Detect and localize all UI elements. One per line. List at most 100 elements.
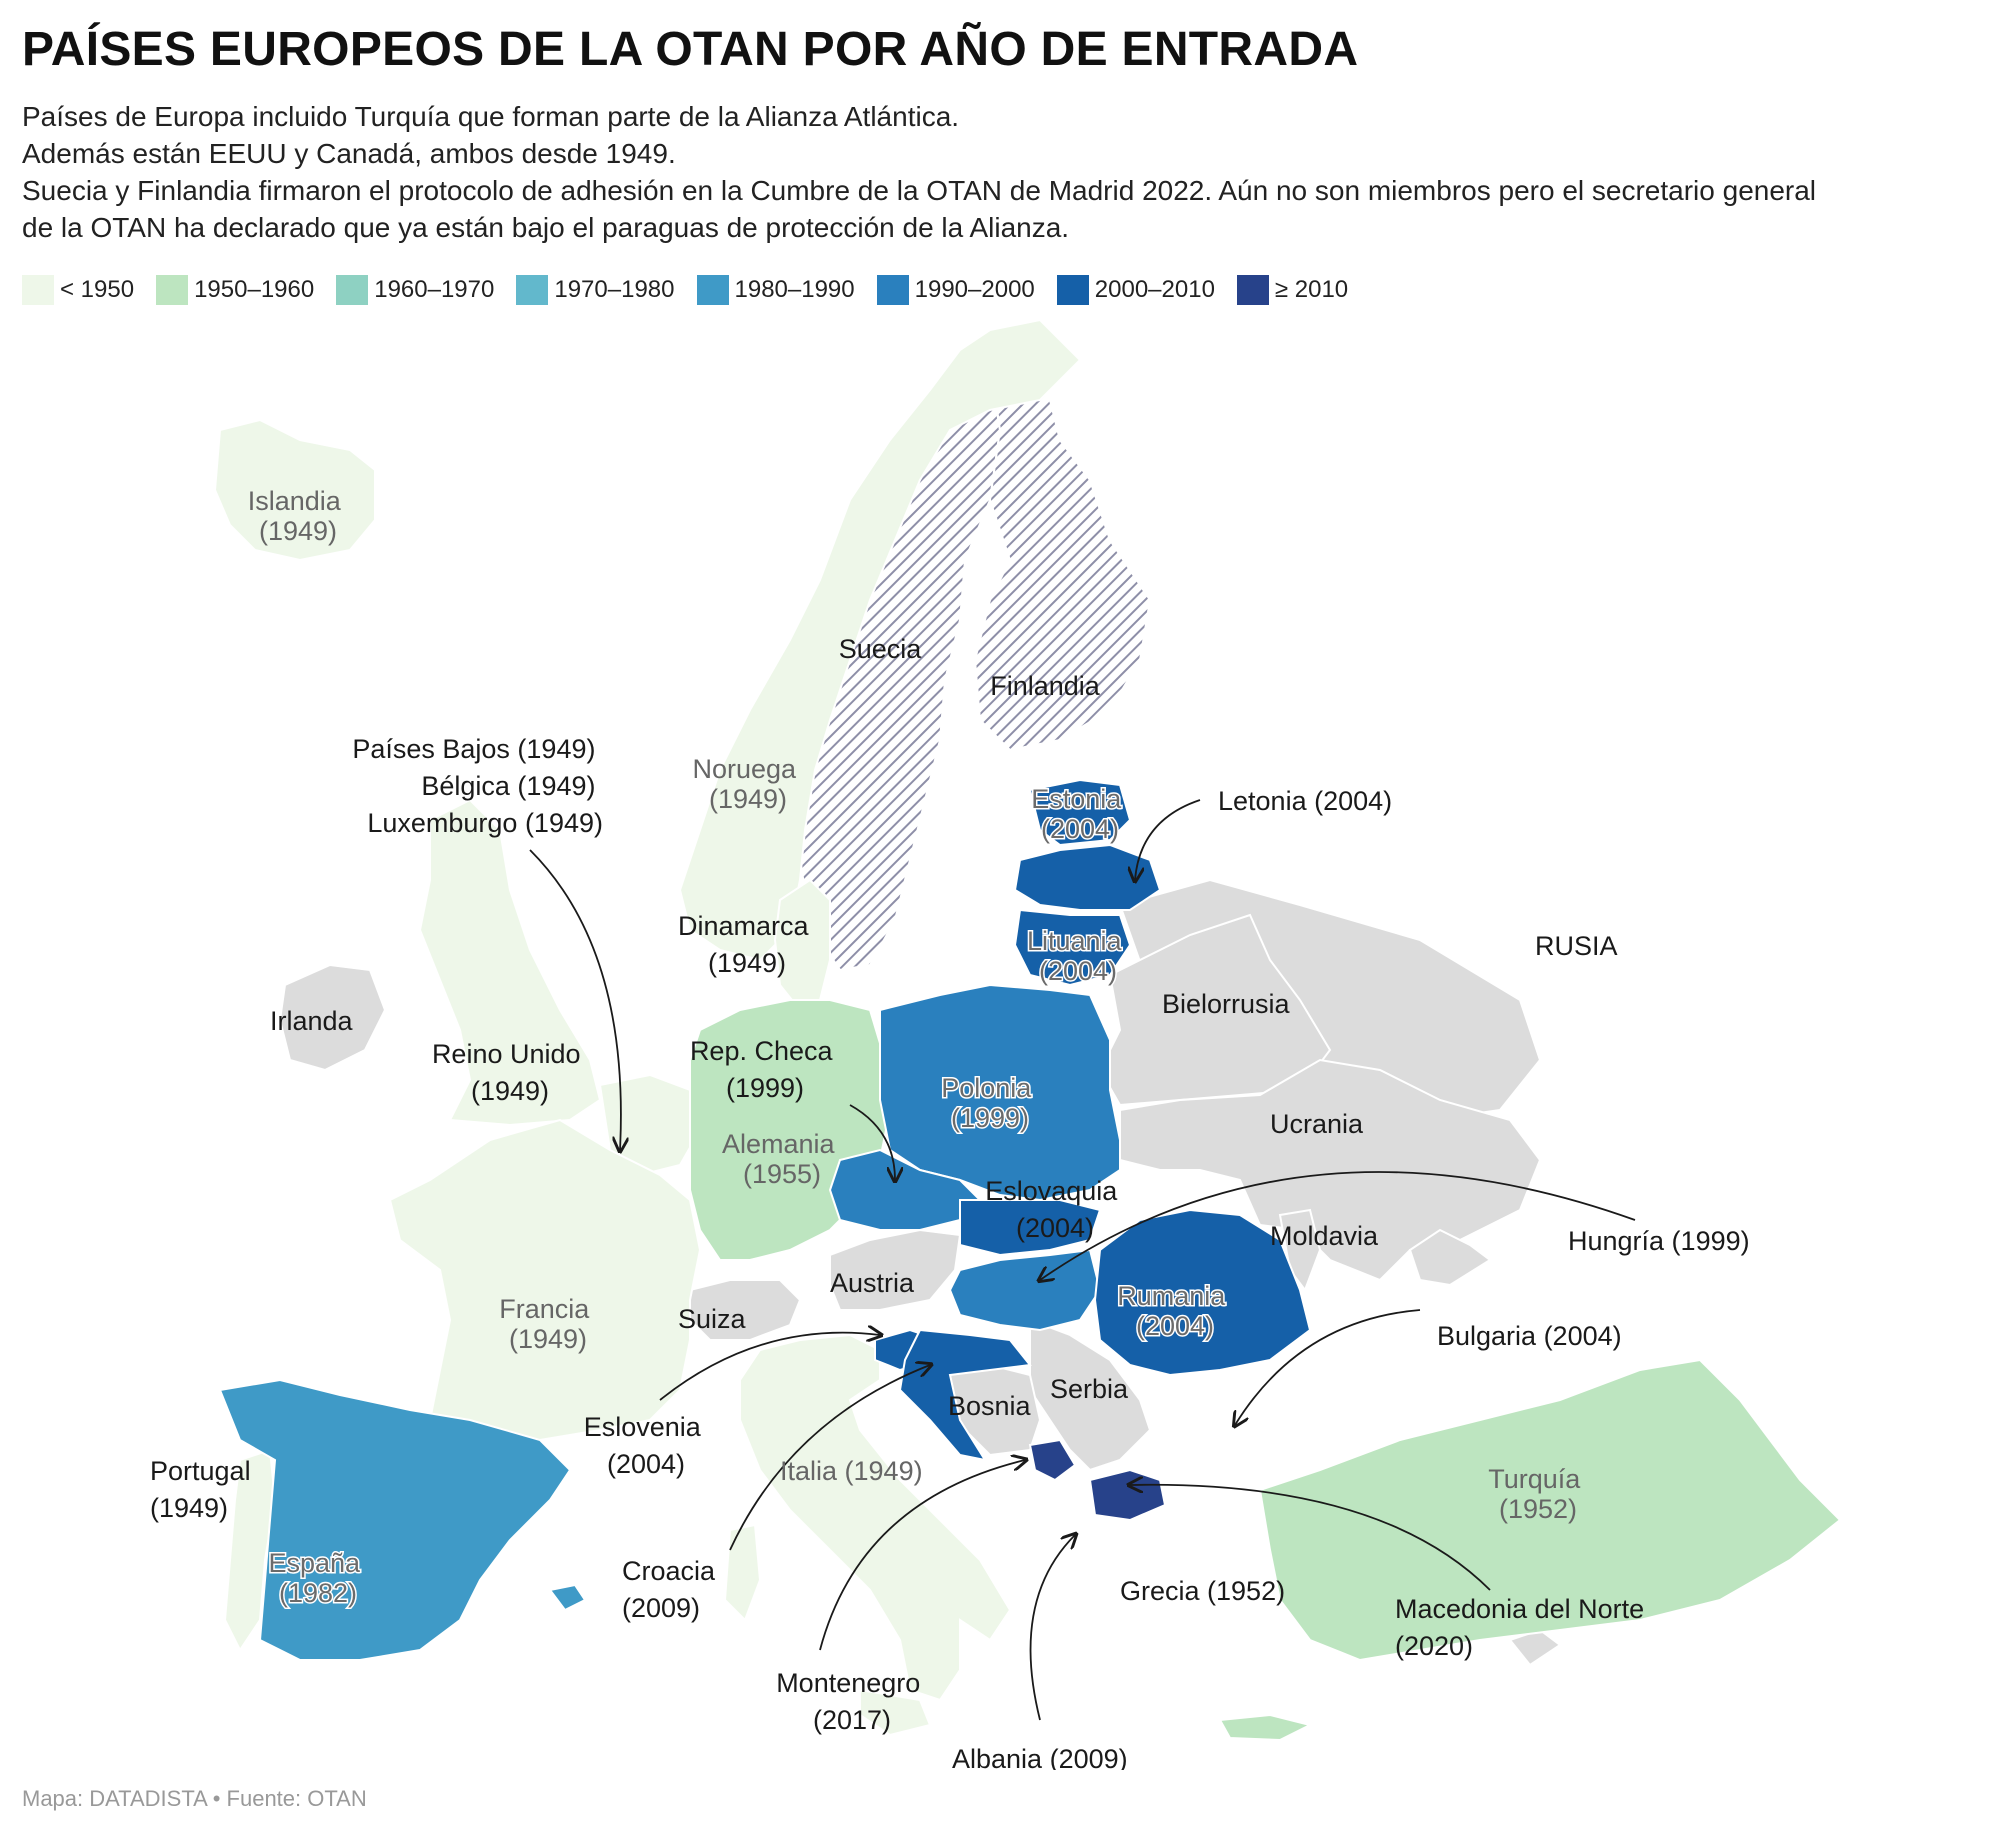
label-croatia-year: (2009)	[622, 1593, 700, 1623]
country-slovakia	[959, 1199, 1102, 1257]
country-spain	[218, 1378, 572, 1661]
label-lithuania: Lituania (2004)	[1027, 926, 1129, 986]
country-balearics	[548, 1583, 587, 1612]
label-czech: Rep. Checa (1999)	[690, 1036, 840, 1103]
arrow-slovenia	[659, 1333, 880, 1401]
legend-label: 1980–1990	[734, 276, 855, 303]
country-sicily	[859, 1688, 932, 1737]
country-iceland	[213, 418, 376, 562]
legend-item-1990-2000: 1990–2000	[876, 275, 1035, 305]
subtitle-line-3: Suecia y Finlandia firmaron el protocolo…	[22, 175, 1817, 206]
label-montenegro-name: Montenegro	[776, 1668, 920, 1698]
europe-map: Islandia (1949) Noruega (1949) Suecia Fi…	[150, 318, 1842, 1770]
label-czech-year: (1999)	[726, 1073, 804, 1103]
arrow-benelux	[529, 849, 621, 1150]
legend-item-1950-1960: 1950–1960	[156, 275, 314, 305]
label-germany-year: (1955)	[743, 1159, 821, 1189]
arrow-czech	[849, 1104, 895, 1180]
label-bosnia: Bosnia	[948, 1391, 1032, 1421]
legend-label: 1950–1960	[194, 276, 315, 303]
label-portugal: Portugal (1949)	[150, 1456, 258, 1523]
legend-label: ≥ 2010	[1274, 276, 1349, 303]
label-portugal-name: Portugal	[150, 1456, 251, 1486]
country-turkey	[1258, 1358, 1842, 1662]
legend-swatch	[516, 275, 549, 305]
label-north-macedonia-name: Macedonia del Norte	[1395, 1594, 1644, 1624]
label-bulgaria: Bulgaria (2004)	[1437, 1321, 1622, 1351]
label-denmark-year: (1949)	[708, 948, 786, 978]
label-denmark: Dinamarca (1949)	[678, 911, 816, 978]
label-spain-name: España	[268, 1548, 361, 1578]
label-iceland-year: (1949)	[259, 516, 337, 546]
legend-item-1960-1970: 1960–1970	[336, 275, 494, 305]
legend-item-1970-1980: 1970–1980	[516, 275, 675, 305]
label-germany-name: Alemania	[722, 1129, 836, 1159]
label-norway: Noruega (1949)	[692, 754, 803, 814]
country-denmark	[773, 878, 831, 1012]
label-ireland: Irlanda	[270, 1006, 354, 1036]
arrow-albania	[1029, 1535, 1075, 1721]
legend-swatch	[336, 275, 369, 305]
legend-label: 1970–1980	[554, 276, 675, 303]
label-slovenia: Eslovenia (2004)	[584, 1412, 709, 1479]
label-estonia: Estonia (2004)	[1031, 784, 1129, 844]
country-lithuania	[1013, 908, 1132, 987]
country-uk	[418, 798, 602, 1127]
country-finland	[973, 358, 1152, 752]
label-poland-year: (1999)	[951, 1103, 1029, 1133]
legend-item-1980-1990: 1980–1990	[696, 275, 855, 305]
label-belgium: Bélgica (1949)	[421, 771, 595, 801]
label-norway-name: Noruega	[692, 754, 797, 784]
map-subtitle: Países de Europa incluido Turquía que fo…	[22, 98, 1982, 246]
label-montenegro: Montenegro (2017)	[776, 1668, 928, 1735]
legend-item-post-2010: ≥ 2010	[1236, 275, 1349, 305]
label-estonia-year: (2004)	[1041, 814, 1119, 844]
arrow-croatia	[729, 1365, 930, 1551]
map-title: PAÍSES EUROPEOS DE LA OTAN POR AÑO DE EN…	[22, 23, 1359, 76]
label-spain: España (1982)	[268, 1548, 367, 1608]
label-austria: Austria	[830, 1268, 915, 1298]
label-france-name: Francia	[499, 1294, 590, 1324]
label-greece: Grecia (1952)	[1120, 1576, 1285, 1606]
country-hungary	[948, 1248, 1102, 1332]
country-portugal	[223, 1448, 277, 1652]
arrow-montenegro	[819, 1460, 1025, 1651]
country-crete	[1218, 1713, 1313, 1742]
label-moldova: Moldavia	[1270, 1221, 1379, 1251]
label-slovakia-name: Eslovaquia	[985, 1176, 1118, 1206]
country-poland	[879, 983, 1121, 1202]
legend-swatch	[156, 275, 189, 305]
label-croatia-name: Croacia	[622, 1556, 716, 1586]
label-belarus: Bielorrusia	[1162, 989, 1291, 1019]
label-serbia: Serbia	[1050, 1374, 1129, 1404]
legend-item-2000-2010: 2000–2010	[1056, 275, 1215, 305]
color-legend: < 1950 1950–1960 1960–1970 1970–1980 198…	[22, 275, 1370, 305]
country-estonia	[1028, 778, 1132, 847]
label-romania-year: (2004)	[1136, 1311, 1214, 1341]
label-slovakia: Eslovaquia (2004)	[985, 1176, 1125, 1243]
label-estonia-name: Estonia	[1031, 784, 1122, 814]
legend-label: 1960–1970	[374, 276, 495, 303]
label-switzerland: Suiza	[678, 1304, 747, 1334]
legend-label: < 1950	[60, 276, 135, 303]
label-norway-year: (1949)	[709, 784, 787, 814]
label-france-year: (1949)	[509, 1324, 587, 1354]
legend-swatch	[22, 275, 54, 305]
label-latvia: Letonia (2004)	[1218, 786, 1392, 816]
label-luxembourg: Luxemburgo (1949)	[367, 808, 603, 838]
label-north-macedonia-year: (2020)	[1395, 1631, 1473, 1661]
legend-swatch	[1236, 275, 1269, 305]
label-lithuania-name: Lituania	[1027, 926, 1123, 956]
label-uk: Reino Unido (1949)	[432, 1039, 588, 1106]
label-slovakia-year: (2004)	[1016, 1213, 1094, 1243]
country-austria	[829, 1228, 962, 1311]
label-iceland-name: Islandia	[248, 486, 342, 516]
subtitle-line-2: Además están EEUU y Canadá, ambos desde …	[22, 138, 676, 169]
label-poland-name: Polonia	[941, 1073, 1032, 1103]
label-denmark-name: Dinamarca	[678, 911, 810, 941]
label-slovenia-name: Eslovenia	[584, 1412, 702, 1442]
country-ireland	[278, 963, 387, 1072]
label-north-macedonia: Macedonia del Norte (2020)	[1395, 1594, 1652, 1661]
label-albania: Albania (2009)	[952, 1744, 1128, 1770]
subtitle-line-4: de la OTAN ha declarado que ya están baj…	[22, 212, 1070, 243]
